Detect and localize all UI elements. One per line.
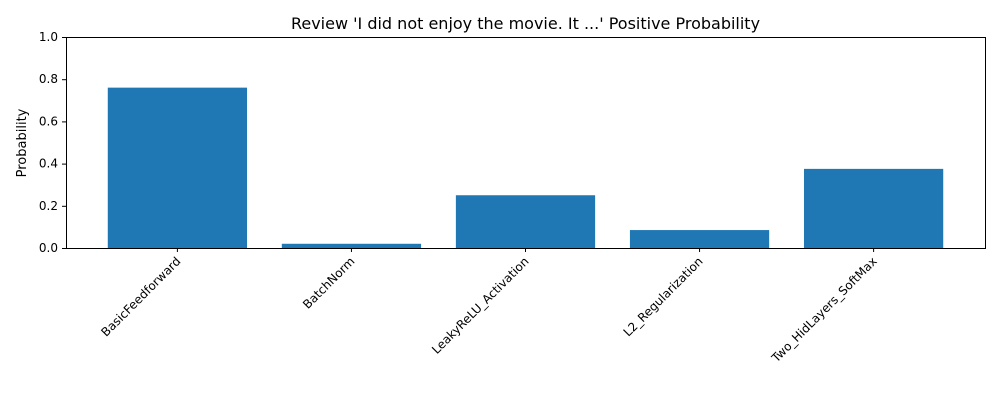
x-tick-label: Two_HidLayers_SoftMax — [768, 254, 879, 365]
y-tick-label: 0.8 — [39, 72, 58, 86]
bar-two-hidlayers-softmax — [803, 168, 944, 248]
bar-basicfeedforward — [107, 87, 248, 248]
x-ticks-group: BasicFeedforward BatchNorm LeakyReLU_Activ… — [98, 248, 880, 366]
chart-title: Review 'I did not enjoy the movie. It ..… — [291, 14, 760, 33]
x-tick-label: BasicFeedforward — [98, 254, 183, 339]
bar-l2-regularization — [629, 230, 770, 248]
bar-leakyrelu-activation — [455, 195, 596, 248]
y-tick-label: 0.2 — [39, 199, 58, 213]
y-axis-label: Probability — [15, 108, 30, 177]
bars-group — [107, 87, 944, 248]
x-tick-label: L2_Regularization — [621, 254, 706, 339]
x-tick-label: BatchNorm — [300, 254, 357, 311]
y-tick-label: 0.6 — [39, 114, 58, 128]
bar-batchnorm — [281, 243, 422, 248]
x-tick-label: LeakyReLU_Activation — [429, 254, 532, 357]
y-ticks-group: 0.0 0.2 0.4 0.6 0.8 1.0 — [39, 30, 66, 255]
plot-frame — [66, 37, 986, 249]
y-tick-label: 0.4 — [39, 157, 58, 171]
y-tick-label: 1.0 — [39, 30, 58, 44]
y-tick-label: 0.0 — [39, 241, 58, 255]
